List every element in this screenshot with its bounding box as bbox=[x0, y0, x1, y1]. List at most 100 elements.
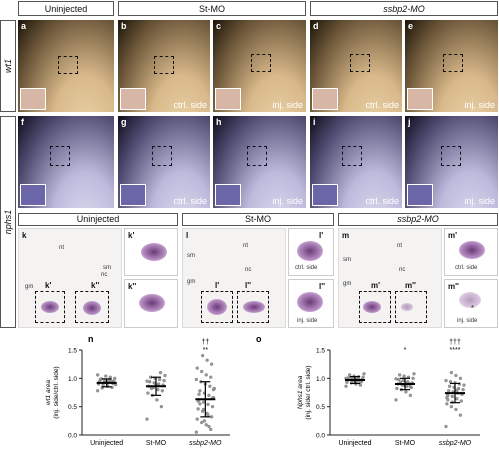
chart-o-nphs1-area: o 0.0 0.5 1.0 1.5 Nphs1 area (inj. side/ ctrl.… bbox=[256, 334, 480, 447]
roi-box bbox=[251, 54, 271, 72]
data-point bbox=[196, 407, 200, 411]
section-m2: m'' * inj. side bbox=[444, 279, 498, 328]
y-tick-label: 1.0 bbox=[316, 376, 325, 383]
section-k: k nt sm nc gm k' k'' bbox=[18, 228, 122, 328]
x-tick-label: St-MO bbox=[146, 440, 167, 447]
panel-d: d ctrl. side bbox=[310, 20, 402, 112]
data-point bbox=[160, 389, 164, 393]
inset bbox=[407, 184, 433, 206]
row-label-nphs1: nphs1 bbox=[0, 116, 16, 328]
data-point bbox=[411, 376, 415, 380]
roi-box bbox=[359, 291, 391, 323]
significance-dagger: ††† bbox=[449, 339, 461, 346]
data-point bbox=[347, 373, 352, 377]
data-point bbox=[408, 393, 413, 397]
section-l2: l'' inj. side bbox=[288, 279, 334, 328]
data-point bbox=[207, 424, 211, 429]
header-ssbp2-mo: ssbp2-MO bbox=[310, 1, 498, 16]
data-point bbox=[145, 379, 149, 383]
y-label: Nphs1 area (inj. side/ ctrl. side) bbox=[297, 365, 312, 419]
y-tick-label: 0.0 bbox=[316, 433, 325, 440]
y-tick-label: 0.5 bbox=[316, 404, 325, 411]
panel-h: h inj. side bbox=[213, 116, 306, 208]
data-point bbox=[455, 388, 459, 392]
roi-box bbox=[50, 146, 70, 166]
data-point bbox=[412, 372, 416, 376]
data-point bbox=[395, 386, 399, 391]
data-point bbox=[444, 378, 448, 383]
data-point bbox=[361, 375, 365, 379]
data-point bbox=[394, 377, 398, 381]
section-m: m nt sm nc gm m' m'' bbox=[338, 228, 442, 328]
data-point bbox=[454, 407, 458, 412]
stain bbox=[83, 301, 101, 315]
data-point bbox=[404, 390, 408, 394]
data-point bbox=[158, 371, 163, 375]
data-point bbox=[458, 413, 463, 417]
data-point bbox=[201, 400, 206, 404]
panel-a: a bbox=[18, 20, 114, 112]
inset bbox=[120, 88, 146, 110]
data-point bbox=[447, 389, 451, 393]
panel-c: c inj. side bbox=[213, 20, 306, 112]
inset bbox=[20, 184, 46, 206]
stain bbox=[243, 301, 265, 313]
data-point bbox=[461, 388, 465, 392]
data-point bbox=[96, 389, 100, 393]
stain bbox=[297, 241, 323, 261]
significance-dagger: †† bbox=[201, 339, 209, 346]
x-tick-label: Uninjected bbox=[338, 440, 371, 447]
data-point bbox=[194, 430, 198, 434]
inset bbox=[312, 184, 338, 206]
data-point bbox=[458, 376, 463, 380]
roi-box bbox=[152, 146, 172, 166]
inset bbox=[312, 88, 338, 110]
data-point bbox=[204, 423, 208, 427]
data-point bbox=[446, 398, 450, 402]
data-point bbox=[159, 405, 164, 409]
data-point bbox=[148, 380, 152, 384]
inset bbox=[20, 88, 46, 110]
data-point bbox=[162, 378, 166, 383]
data-point bbox=[200, 420, 204, 425]
header-st-mo: St-MO bbox=[118, 1, 306, 16]
panel-j: j inj. side bbox=[405, 116, 498, 208]
y-tick-label: 0.5 bbox=[68, 404, 77, 411]
roi-box bbox=[75, 291, 109, 323]
roi-box bbox=[247, 146, 267, 166]
stain bbox=[297, 292, 323, 312]
inset bbox=[215, 88, 241, 110]
data-point bbox=[200, 354, 205, 358]
data-point bbox=[201, 407, 206, 412]
data-point bbox=[450, 394, 454, 399]
section-m1: m' ctrl. side bbox=[444, 228, 498, 276]
data-point bbox=[198, 389, 202, 393]
data-point bbox=[362, 372, 366, 376]
inset bbox=[407, 88, 433, 110]
y-label-line1: wt1 area bbox=[45, 380, 52, 405]
data-point bbox=[149, 386, 154, 391]
data-point bbox=[462, 383, 466, 387]
data-point bbox=[454, 373, 458, 378]
data-point bbox=[447, 384, 452, 388]
significance-star: * bbox=[404, 347, 407, 354]
data-point bbox=[408, 385, 413, 389]
inset bbox=[215, 184, 241, 206]
section-k1: k' bbox=[124, 228, 178, 276]
row-label-wt1: wt1 bbox=[0, 20, 16, 112]
stain bbox=[459, 241, 485, 259]
stain bbox=[41, 301, 59, 313]
data-point bbox=[195, 417, 199, 421]
y-tick-label: 1.5 bbox=[68, 348, 77, 355]
y-tick-label: 1.5 bbox=[316, 348, 325, 355]
data-point bbox=[449, 371, 454, 375]
panel-letter: n bbox=[88, 334, 94, 344]
data-point bbox=[401, 378, 405, 383]
x-tick-label: ssbp2-MO bbox=[189, 440, 222, 447]
data-point bbox=[448, 380, 453, 384]
significance-star: **** bbox=[450, 347, 461, 354]
data-point bbox=[157, 382, 161, 386]
data-point bbox=[397, 377, 401, 382]
data-point bbox=[209, 375, 213, 379]
x-tick-label: St-MO bbox=[395, 440, 416, 447]
